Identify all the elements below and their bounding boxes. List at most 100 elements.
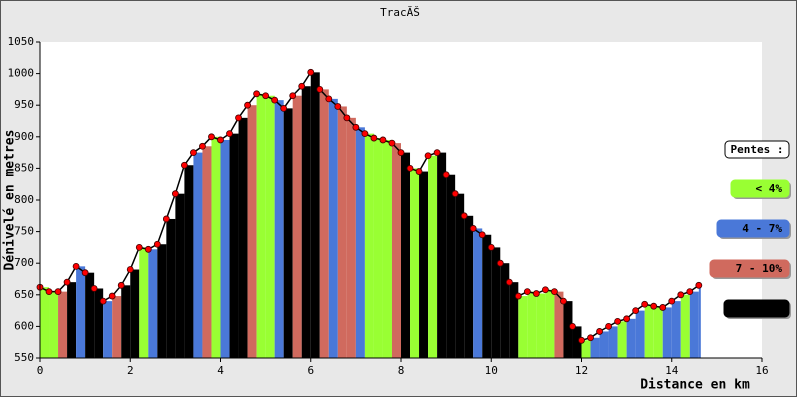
marker <box>190 149 197 157</box>
bar <box>437 152 447 358</box>
marker <box>370 134 378 142</box>
marker <box>451 190 459 198</box>
legend-label: > 10% <box>749 302 782 315</box>
marker <box>379 136 387 144</box>
bar <box>265 95 275 358</box>
legend-title-box <box>724 140 790 159</box>
marker <box>171 190 179 198</box>
bar <box>229 133 239 358</box>
marker <box>208 133 215 141</box>
marker <box>514 292 522 300</box>
bar <box>67 282 77 358</box>
marker <box>433 149 441 157</box>
bar <box>112 296 122 358</box>
bar <box>482 234 492 358</box>
bar <box>94 288 104 358</box>
bar <box>382 139 392 358</box>
bar <box>563 301 573 358</box>
bar <box>626 318 636 358</box>
y-tick-label: 900 <box>14 130 34 143</box>
bar <box>319 89 329 359</box>
marker <box>54 288 62 296</box>
bar <box>310 72 320 358</box>
bar <box>635 310 645 358</box>
bar <box>572 326 582 358</box>
y-tick-label: 1050 <box>8 35 35 48</box>
marker <box>388 139 396 147</box>
y-tick-label: 750 <box>14 225 34 238</box>
marker <box>686 288 694 296</box>
y-tick-label: 650 <box>14 288 34 301</box>
marker <box>668 297 676 305</box>
bar <box>419 171 429 358</box>
marker <box>280 104 288 112</box>
bar <box>545 289 555 358</box>
y-tick-label: 850 <box>14 161 34 174</box>
bar <box>274 100 284 359</box>
marker <box>235 114 242 122</box>
legend: Pentes : < 4% 4 - 7% 7 - 10% > 10% <box>709 140 791 319</box>
bar <box>76 266 86 358</box>
marker <box>505 278 513 286</box>
marker <box>298 82 306 90</box>
marker <box>578 336 585 344</box>
marker <box>587 334 594 342</box>
bar <box>536 293 546 358</box>
bar <box>283 108 293 358</box>
bar <box>220 139 230 358</box>
marker <box>460 212 468 220</box>
marker <box>343 114 351 122</box>
marker <box>569 322 576 330</box>
marker <box>307 68 315 76</box>
y-tick-label: 700 <box>14 256 34 269</box>
marker <box>144 245 152 253</box>
bar <box>130 269 140 358</box>
x-tick-label: 0 <box>37 364 44 377</box>
bar <box>49 291 59 358</box>
bar <box>292 95 302 358</box>
marker <box>90 285 98 292</box>
bar <box>410 168 420 358</box>
bar <box>121 285 131 358</box>
bar <box>599 331 609 358</box>
bar <box>247 105 257 358</box>
bar <box>581 340 591 358</box>
marker <box>271 96 279 104</box>
bar <box>337 106 347 359</box>
marker <box>72 262 80 270</box>
marker <box>81 269 89 277</box>
marker <box>695 281 703 289</box>
marker <box>397 149 405 157</box>
bar <box>202 146 212 358</box>
y-tick-label: 600 <box>14 319 34 332</box>
bar <box>590 337 600 358</box>
bar <box>139 247 149 358</box>
marker <box>199 142 206 150</box>
bar <box>500 263 510 358</box>
legend-swatch <box>723 299 790 318</box>
marker <box>226 130 233 138</box>
marker <box>596 328 603 335</box>
legend-title: Pentes : <box>731 143 784 156</box>
marker <box>487 243 495 251</box>
bar <box>373 138 383 358</box>
y-tick-label: 1000 <box>8 67 35 80</box>
marker <box>63 278 71 286</box>
bar <box>391 143 401 358</box>
marker <box>469 225 477 232</box>
bar <box>446 174 456 358</box>
x-tick-label: 14 <box>665 364 679 377</box>
marker <box>217 136 224 144</box>
marker <box>316 86 324 93</box>
x-tick-label: 12 <box>575 364 588 377</box>
marker <box>334 103 342 110</box>
marker <box>677 291 685 299</box>
marker <box>45 288 53 296</box>
marker <box>415 168 423 175</box>
bar <box>184 165 194 358</box>
marker <box>244 101 251 109</box>
bar <box>608 326 618 358</box>
marker <box>496 259 504 267</box>
bar <box>364 133 374 358</box>
bar <box>671 301 681 358</box>
